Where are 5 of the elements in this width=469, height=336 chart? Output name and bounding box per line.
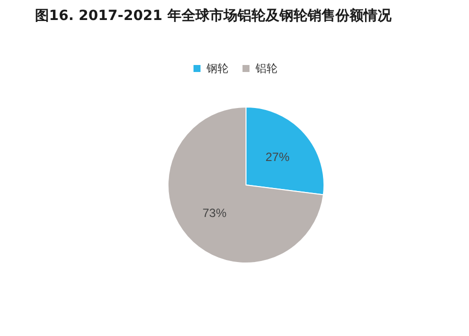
legend-label: 钢轮 xyxy=(206,62,228,75)
data-label: 27% xyxy=(265,150,290,164)
legend-label: 铝轮 xyxy=(254,62,278,75)
data-label: 73% xyxy=(202,206,227,220)
chart-title: 图16. 2017-2021 年全球市场铝轮及钢轮销售份额情况 xyxy=(35,7,392,24)
